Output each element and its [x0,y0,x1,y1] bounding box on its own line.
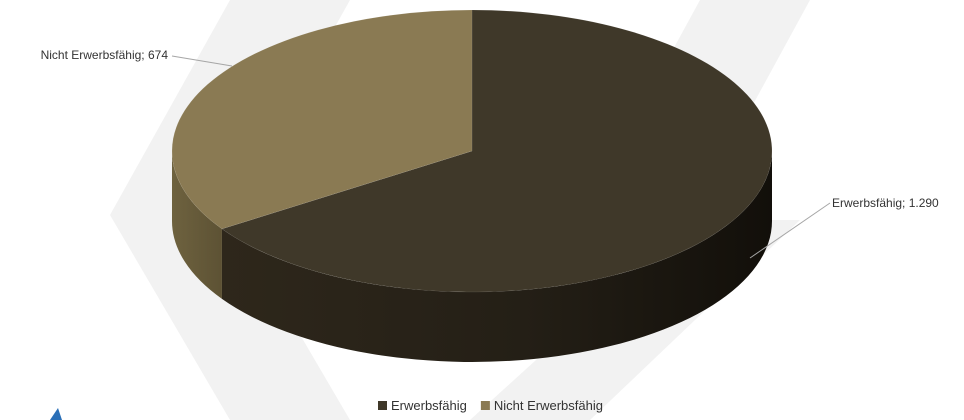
data-label-0: Erwerbsfähig; 1.290 [832,196,939,210]
logo-mark [50,408,62,420]
legend-label-1: Nicht Erwerbsfähig [494,398,603,413]
pie-slice-1 [171,9,473,230]
legend-label-0: Erwerbsfähig [391,398,467,413]
pie-slices [171,9,773,363]
leader-line-0 [749,202,831,259]
legend-swatch-1 [480,401,490,410]
pie-slice-0 [221,9,773,293]
legend-swatch-0 [378,401,387,410]
leader-line-1 [171,55,233,67]
data-label-1: Nicht Erwerbsfähig; 674 [41,48,169,62]
legend: Erwerbsfähig Nicht Erwerbsfähig [378,398,603,413]
data-labels: Erwerbsfähig; 1.290 Nicht Erwerbsfähig; 6… [41,48,939,259]
pie-side-0 [221,151,772,363]
pie-side-1 [172,151,222,299]
